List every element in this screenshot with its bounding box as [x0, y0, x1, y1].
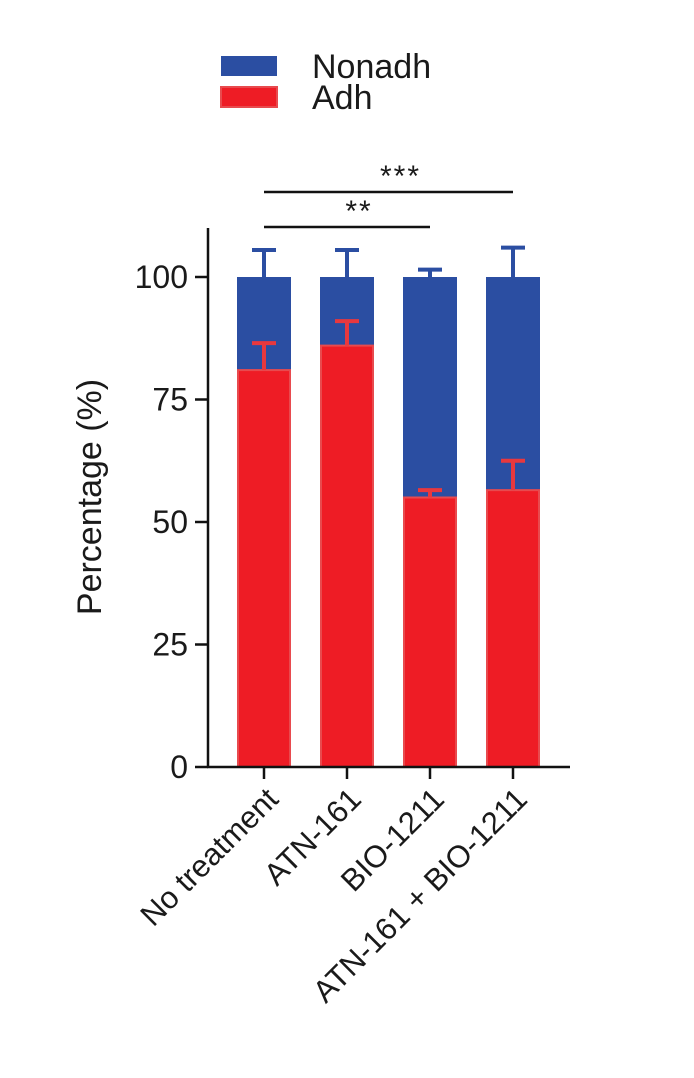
y-tick-label-75: 75 — [152, 382, 188, 418]
bars — [237, 277, 540, 768]
y-tick-label-25: 25 — [152, 627, 188, 663]
error-bar-adh-2 — [335, 319, 359, 346]
significance-label-1: ** — [345, 195, 372, 228]
error-bar-adh-3 — [418, 488, 442, 498]
significance-annotations: ***** — [264, 160, 513, 229]
legend-label-nonadh: Nonadh — [312, 48, 431, 86]
error-bar-nonadh-3 — [418, 267, 442, 277]
bar-adh-1 — [237, 369, 291, 768]
y-axis-label: Percentage (%) — [71, 379, 109, 615]
legend-swatch-nonadh — [221, 56, 277, 76]
y-tick-label-0: 0 — [170, 749, 188, 785]
error-bar-nonadh-2 — [335, 248, 359, 277]
y-tick-label-100: 100 — [135, 259, 188, 295]
bar-nonadh-3 — [403, 277, 457, 498]
x-tick-label-1: No treatment — [133, 781, 285, 933]
error-bar-nonadh-1 — [252, 248, 276, 277]
bar-adh-2 — [320, 344, 374, 768]
error-bars — [252, 245, 525, 498]
significance-label-2: *** — [380, 160, 421, 193]
legend-label-adh: Adh — [312, 79, 373, 117]
bar-adh-4 — [486, 489, 540, 768]
error-bar-adh-1 — [252, 341, 276, 371]
legend-swatch-adh — [220, 86, 278, 108]
bar-nonadh-4 — [486, 277, 540, 491]
y-tick-label-50: 50 — [152, 504, 188, 540]
bar-adh-3 — [403, 496, 457, 768]
error-bar-adh-4 — [501, 458, 525, 491]
error-bar-nonadh-4 — [501, 245, 525, 277]
